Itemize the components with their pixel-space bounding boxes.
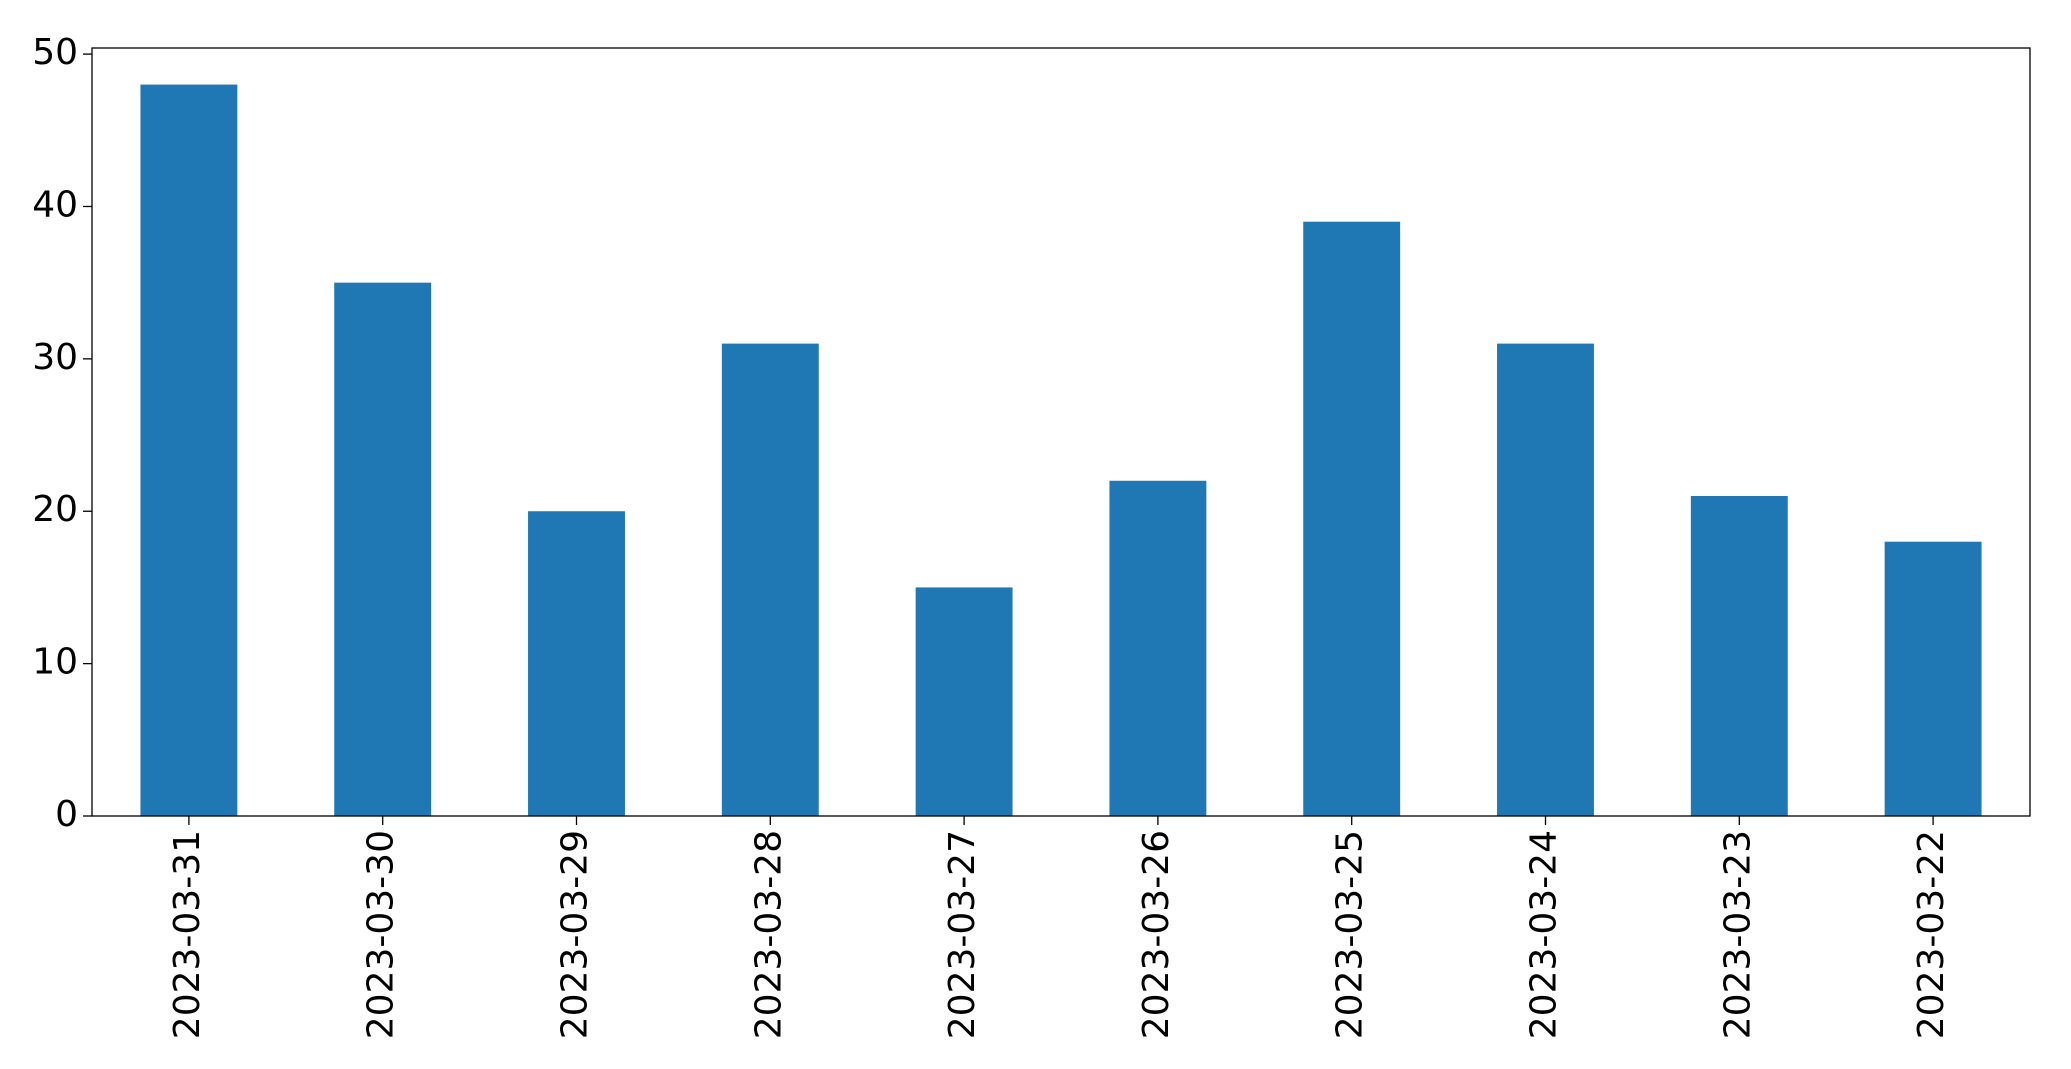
y-tick-label: 10 <box>32 642 78 683</box>
x-tick-label: 2023-03-31 <box>167 830 208 1039</box>
x-tick-label: 2023-03-30 <box>361 830 402 1039</box>
plot-frame <box>91 47 2031 817</box>
x-tick-label: 2023-03-26 <box>1136 830 1177 1039</box>
bar <box>1690 496 1788 816</box>
bar <box>334 282 432 817</box>
bar <box>1884 541 1982 816</box>
y-tick-label: 30 <box>32 337 78 378</box>
y-tick-label: 40 <box>32 184 78 225</box>
y-tick-label: 50 <box>32 32 78 73</box>
bar <box>1303 221 1401 816</box>
x-tick-label: 2023-03-22 <box>1911 830 1952 1039</box>
x-tick-label: 2023-03-28 <box>748 830 789 1039</box>
x-tick-label: 2023-03-25 <box>1330 830 1371 1039</box>
y-tick-label: 20 <box>32 489 78 530</box>
bar <box>1497 343 1594 816</box>
bar <box>528 511 625 816</box>
x-tick-label: 2023-03-27 <box>942 830 983 1039</box>
bar <box>140 84 238 817</box>
bar <box>721 343 819 816</box>
bar <box>1109 480 1207 816</box>
x-tick-label: 2023-03-29 <box>555 830 596 1039</box>
x-tick-label: 2023-03-24 <box>1524 830 1565 1039</box>
y-tick-label: 0 <box>55 794 78 835</box>
x-tick-label: 2023-03-23 <box>1717 830 1758 1039</box>
bar <box>915 587 1013 816</box>
